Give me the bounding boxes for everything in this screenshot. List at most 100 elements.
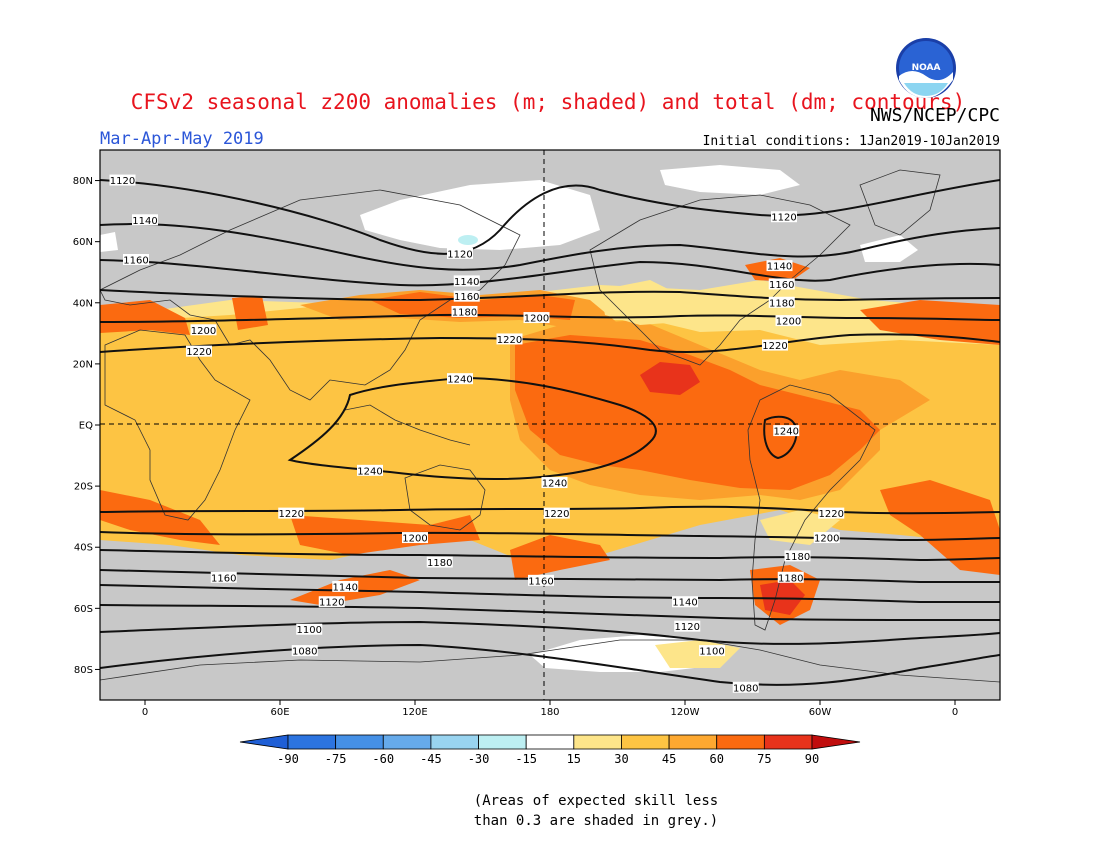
- colorbar-bin: [763, 734, 813, 750]
- contour-label: 1200: [776, 317, 801, 328]
- contour-label: 1100: [699, 647, 724, 658]
- colorbar-level-label: -60: [372, 752, 394, 766]
- colorbar: -90 -75 -60 -45 -30 -15 15 30 45 60 75 90: [239, 734, 861, 766]
- colorbar-bin: [573, 734, 622, 750]
- contour-label: 1140: [767, 262, 792, 273]
- contour-label-bg: [528, 574, 554, 586]
- contour-label-bg: [318, 596, 345, 608]
- contour-label: 1180: [427, 558, 452, 569]
- skill-note-line-2: than 0.3 are shaded in grey.): [474, 813, 718, 829]
- contour-1120-south: [100, 604, 1000, 622]
- contour-label: 1120: [110, 176, 135, 187]
- coast-antarctica: [100, 639, 1000, 683]
- contour-label: 1140: [672, 598, 697, 609]
- lat-tick-label: 20S: [74, 482, 93, 493]
- contour-label: 1220: [497, 335, 522, 346]
- anomaly-60-75-shade-satl: [100, 490, 220, 545]
- contour-label-bg: [818, 507, 845, 519]
- colorbar-level-label: -90: [277, 752, 299, 766]
- contour-1180-south: [100, 549, 1000, 562]
- contour-label: 1080: [292, 647, 317, 658]
- colorbar-min-arrow: [239, 734, 289, 750]
- negative-anomaly-spot: [458, 235, 478, 245]
- contour-label: 1080: [733, 683, 758, 694]
- lat-tick-label: 60N: [73, 237, 93, 248]
- contour-label: 1140: [132, 216, 157, 227]
- latitude-ticks: 80N 60N 40N 20N EQ 20S 40S 60S 80S: [73, 176, 100, 676]
- contour-label: 1100: [297, 625, 322, 636]
- contour-label: 1220: [186, 347, 211, 358]
- contour-label: 1200: [814, 534, 839, 545]
- contour-label: 1180: [778, 573, 803, 584]
- contour-label-bg: [766, 260, 793, 272]
- contour-label: 1120: [771, 213, 796, 224]
- contour-label: 1160: [454, 292, 479, 303]
- anomaly-60-75-shade-nafr: [100, 300, 190, 335]
- contour-label: 1200: [191, 326, 216, 337]
- contour-label-bg: [496, 333, 523, 345]
- noaa-logo-text: NOAA: [912, 63, 941, 73]
- lat-tick-label: 40S: [74, 543, 93, 554]
- season-label: Mar-Apr-May 2019: [100, 129, 264, 149]
- contour-label-bg: [541, 477, 568, 489]
- colorbar-bin: [287, 734, 337, 750]
- colorbar-level-label: 30: [614, 752, 628, 766]
- contour-label-bg: [674, 620, 701, 632]
- contour-label-bg: [296, 623, 323, 635]
- contour-label: 1200: [402, 534, 427, 545]
- contour-label-bg: [278, 507, 305, 519]
- contour-label: 1240: [774, 427, 799, 438]
- contour-label-bg: [777, 571, 804, 583]
- contour-1240-samer: [763, 415, 798, 460]
- colorbar-level-label: -75: [325, 752, 347, 766]
- anomaly-60-75-shade-sindian: [290, 515, 480, 555]
- agency-label: NWS/NCEP/CPC: [870, 105, 1000, 126]
- contour-label: 1180: [452, 307, 477, 318]
- contour-1160-north: [100, 259, 1000, 287]
- contour-label-bg: [672, 596, 698, 608]
- contour-label-bg: [762, 339, 788, 351]
- lon-tick-label: 60W: [809, 707, 832, 718]
- lat-tick-label: 40N: [73, 298, 93, 309]
- contour-label-bg: [543, 507, 570, 519]
- lat-tick-label: 60S: [74, 604, 93, 615]
- contour-label: 1220: [762, 341, 787, 352]
- noaa-logo: NOAA: [896, 38, 956, 98]
- height-contours: [100, 179, 1000, 686]
- contour-label-bg: [357, 464, 383, 476]
- lat-tick-label: 20N: [73, 359, 93, 370]
- near-zero-white-pole: [660, 165, 800, 195]
- contour-label-bg: [123, 254, 149, 265]
- colorbar-bin: [668, 734, 718, 750]
- anomaly-75-90-shade-samer: [760, 580, 805, 615]
- contour-1200-north: [100, 313, 1000, 323]
- contour-label-bg: [453, 290, 480, 302]
- contour-label: 1160: [528, 576, 553, 587]
- contour-label-bg: [451, 305, 478, 317]
- colorbar-bin: [716, 734, 765, 750]
- colorbar-level-label: -30: [468, 752, 490, 766]
- colorbar-level-label: 45: [662, 752, 676, 766]
- contour-label: 1140: [454, 277, 479, 288]
- contour-label: 1200: [524, 314, 549, 325]
- contour-label: 1220: [279, 509, 304, 520]
- coast-south-america: [747, 384, 876, 631]
- contour-label-bg: [291, 645, 318, 657]
- skill-note-line-1: (Areas of expected skill less: [474, 793, 718, 809]
- contour-label: 1160: [211, 573, 236, 584]
- colorbar-max-arrow: [811, 734, 861, 750]
- near-zero-white-arctic2: [100, 232, 118, 252]
- near-zero-white-atl: [860, 235, 918, 262]
- contour-label-bg: [523, 312, 550, 324]
- contour-labels: 1120114011601200122011201140116011801200…: [109, 174, 845, 694]
- colorbar-bin: [382, 734, 432, 750]
- contour-label-bg: [768, 278, 795, 290]
- anomaly-60-75-shade-ssatl: [880, 480, 1000, 575]
- contour-label-bg: [771, 211, 797, 223]
- lon-tick-label: 60E: [270, 707, 289, 718]
- contour-1220-north: [100, 333, 1000, 353]
- contour-label-bg: [784, 550, 811, 562]
- colorbar-level-label: -45: [420, 752, 442, 766]
- contour-label-bg: [773, 425, 800, 437]
